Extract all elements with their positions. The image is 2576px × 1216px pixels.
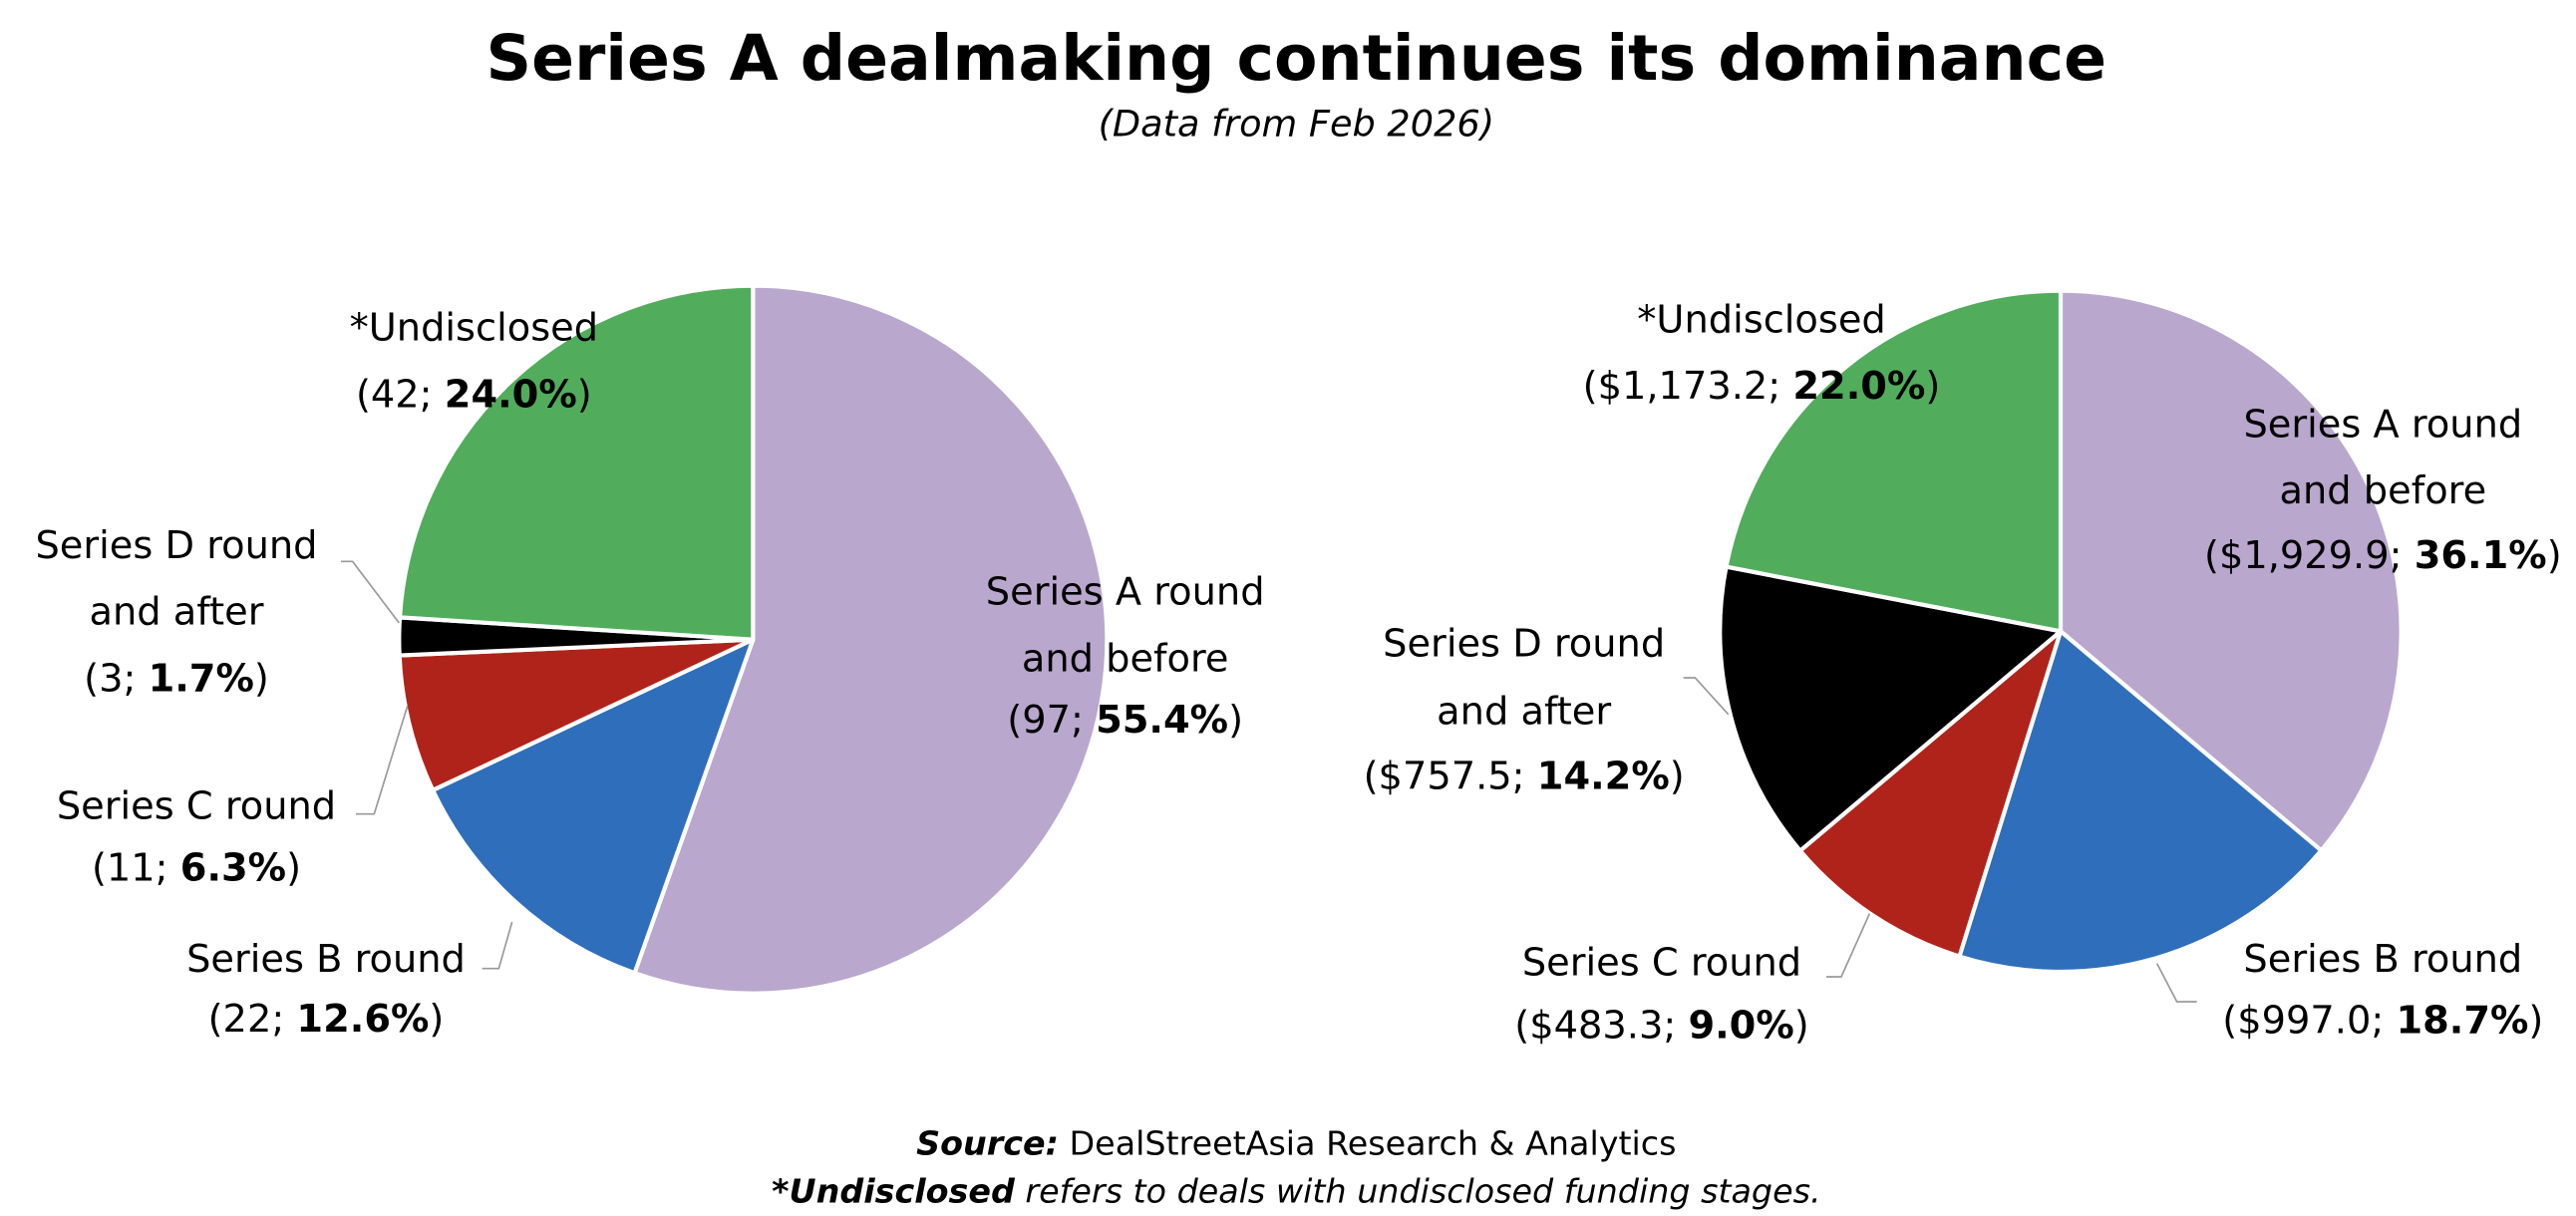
slice-value-label: (42; 24.0%) bbox=[356, 372, 592, 417]
source-note: Source: DealStreetAsia Research & Analyt… bbox=[916, 1123, 1676, 1162]
slice-value-label: (3; 1.7%) bbox=[84, 656, 269, 701]
slice-value: ($997.0; bbox=[2222, 999, 2396, 1044]
slice-value-label: ($1,929.9; 36.1%) bbox=[2204, 533, 2562, 578]
pie-slice-series-c-round bbox=[397, 637, 756, 792]
slice-value: (22; bbox=[208, 997, 297, 1042]
slice-percent: 1.7% bbox=[149, 656, 254, 701]
pies: Series A round and before (97; 55.4%) Serie… bbox=[35, 283, 2562, 1049]
undisclosed-note: *Undisclosed refers to deals with undisc… bbox=[772, 1172, 1820, 1211]
slice-percent: 6.3% bbox=[180, 845, 286, 890]
slice-label: Series A round bbox=[2243, 402, 2522, 447]
chart-title: Series A dealmaking continues its domina… bbox=[486, 21, 2107, 95]
slice-value-label: (22; 12.6%) bbox=[208, 997, 445, 1042]
deal-value-pie: Series A round and before ($1,929.9; 36.1%… bbox=[1364, 288, 2562, 1049]
leader-line bbox=[1683, 677, 1730, 716]
slice-label: Series B round bbox=[186, 937, 466, 982]
slice-label: *Undisclosed bbox=[1637, 297, 1886, 342]
pie-slice-series-c-round bbox=[1797, 629, 2064, 959]
pie-slice-series-a-round-and-before bbox=[2058, 288, 2404, 853]
slice-value: (97; bbox=[1007, 698, 1096, 743]
slice-value: (3; bbox=[84, 656, 148, 701]
leader-line bbox=[356, 706, 409, 815]
pie-slice-series-b-round bbox=[431, 637, 756, 976]
slice-value-label: ($483.3; 9.0%) bbox=[1514, 1004, 1808, 1049]
slice-label: Series D round bbox=[1383, 621, 1665, 666]
undisclosed-note-text: refers to deals with undisclosed funding… bbox=[1015, 1172, 1821, 1211]
slice-percent: 24.0% bbox=[445, 372, 577, 417]
undisclosed-note-label: *Undisclosed bbox=[772, 1172, 1016, 1211]
leader-line bbox=[482, 921, 513, 970]
slice-value-label: (11; 6.3%) bbox=[92, 845, 301, 890]
deal-count-pie: Series A round and before (97; 55.4%) Serie… bbox=[35, 283, 1265, 1042]
slice-label: and after bbox=[1437, 690, 1611, 735]
leader-line bbox=[1826, 913, 1871, 978]
slice-value-label: ($1,173.2; 22.0%) bbox=[1583, 364, 1941, 409]
slice-percent: 12.6% bbox=[296, 997, 429, 1042]
slice-percent: 36.1% bbox=[2415, 533, 2547, 578]
leader-line bbox=[2155, 963, 2197, 1003]
slice-label: Series D round bbox=[35, 523, 317, 568]
slice-value-label: ($757.5; 14.2%) bbox=[1364, 755, 1685, 799]
slice-value: ($1,173.2; bbox=[1583, 364, 1793, 409]
slice-percent: 14.2% bbox=[1537, 755, 1670, 799]
slice-value: ($1,929.9; bbox=[2204, 533, 2415, 578]
slice-value: (42; bbox=[356, 372, 445, 417]
pie-slice-undisclosed bbox=[397, 283, 756, 642]
pie-slice-undisclosed bbox=[1724, 288, 2064, 634]
slice-label: and before bbox=[2280, 468, 2487, 513]
slice-label: Series C round bbox=[1522, 940, 1801, 985]
slice-label: and before bbox=[1022, 636, 1229, 681]
slice-label: Series C round bbox=[57, 784, 336, 829]
slice-label: Series A round bbox=[986, 570, 1265, 615]
slice-percent: 55.4% bbox=[1096, 698, 1228, 743]
pie-slice-series-d-round-and-after bbox=[1718, 564, 2064, 853]
slice-value-label: (97; 55.4%) bbox=[1007, 698, 1243, 743]
source-label: Source: bbox=[916, 1123, 1059, 1162]
slice-label: Series B round bbox=[2243, 937, 2522, 982]
source-text: DealStreetAsia Research & Analytics bbox=[1059, 1123, 1677, 1162]
slice-value: ($483.3; bbox=[1514, 1004, 1688, 1049]
pie-slice-series-b-round bbox=[1957, 629, 2324, 975]
slice-percent: 22.0% bbox=[1792, 364, 1925, 409]
slice-percent: 9.0% bbox=[1688, 1004, 1793, 1049]
slice-value: ($757.5; bbox=[1364, 755, 1537, 799]
slice-label: *Undisclosed bbox=[350, 306, 599, 351]
chart-subtitle: (Data from Feb 2026) bbox=[1099, 103, 1494, 146]
slice-value: (11; bbox=[92, 845, 180, 890]
slice-percent: 18.7% bbox=[2396, 999, 2528, 1044]
pie-slice-series-a-round-and-before bbox=[632, 283, 1110, 996]
slice-label: and after bbox=[90, 590, 264, 635]
slice-value-label: ($997.0; 18.7%) bbox=[2222, 999, 2543, 1044]
leader-line bbox=[341, 560, 400, 624]
